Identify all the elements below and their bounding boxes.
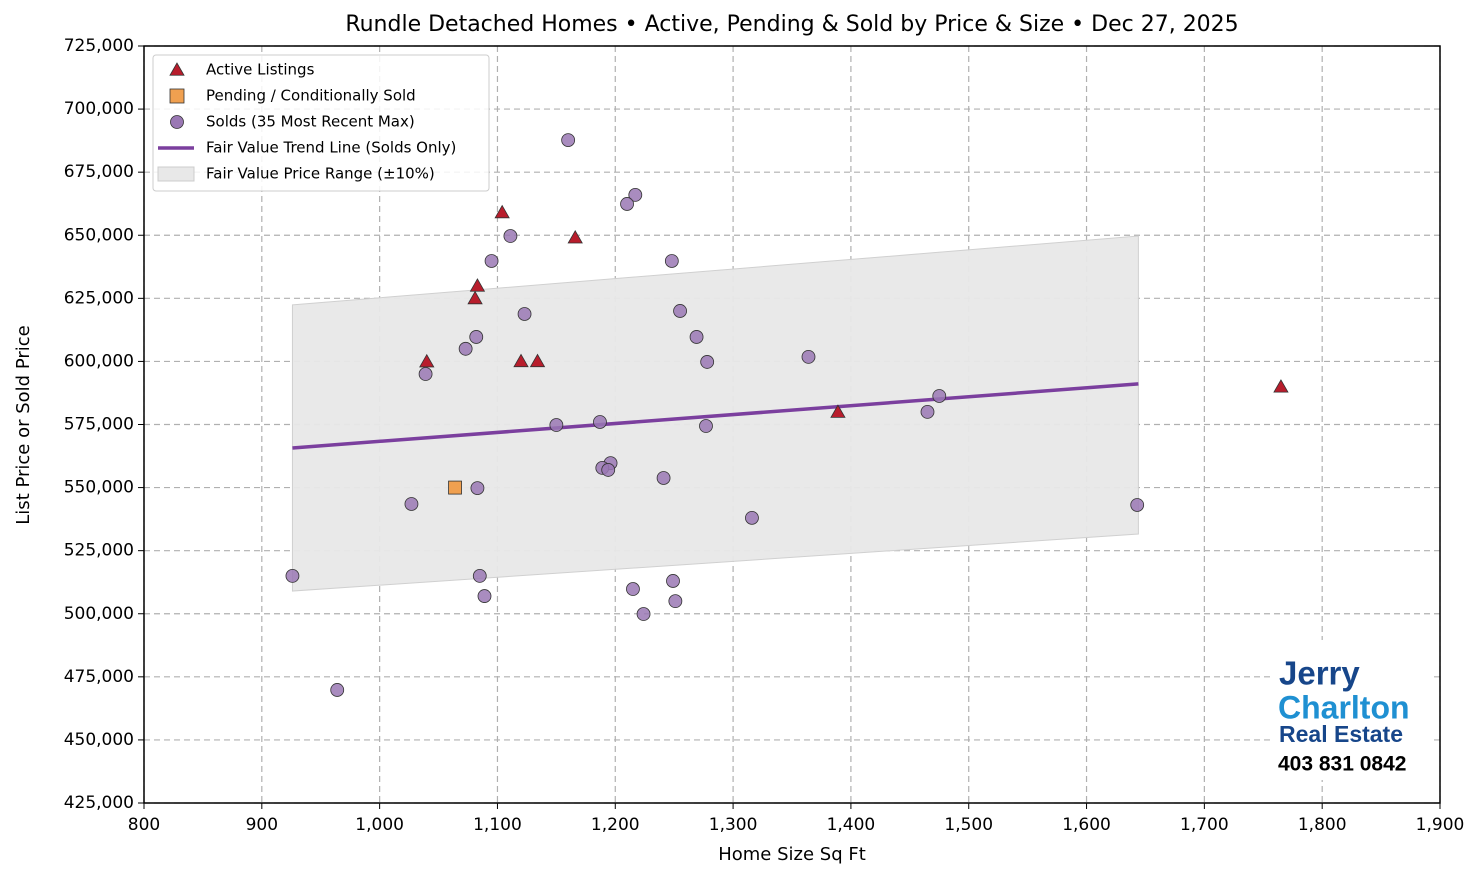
legend-icon: [157, 166, 195, 182]
legend-icon: [170, 115, 184, 129]
sold-point: [668, 594, 683, 609]
sold-point: [700, 355, 715, 369]
active-point: [513, 353, 529, 368]
sold-point: [472, 569, 487, 583]
fair-value-band: [291, 235, 1139, 592]
y-tick-label: 725,000: [64, 36, 134, 56]
y-tick-label: 500,000: [64, 604, 134, 624]
trend-line: [292, 382, 1139, 450]
y-tick-label: 450,000: [64, 730, 134, 750]
x-tick-label: 1,200: [591, 815, 640, 835]
sold-point: [469, 330, 484, 344]
active-point: [469, 278, 486, 292]
sold-point: [601, 463, 616, 477]
y-tick-label: 425,000: [64, 793, 134, 813]
sold-point: [636, 607, 651, 621]
y-tick-label: 525,000: [64, 541, 134, 561]
active-point: [830, 404, 846, 418]
sold-point: [666, 574, 680, 588]
chart-title: Rundle Detached Homes • Active, Pending …: [345, 12, 1238, 37]
sold-point: [699, 419, 713, 433]
y-tick-label: 625,000: [64, 288, 134, 308]
sold-point: [673, 304, 687, 318]
pending-point: [448, 480, 462, 495]
sold-point: [484, 254, 499, 268]
x-tick-label: 800: [128, 815, 160, 835]
sold-point: [330, 683, 345, 697]
legend-box: [152, 54, 490, 192]
active-point: [419, 353, 435, 368]
sold-point: [932, 389, 947, 403]
y-tick-label: 575,000: [64, 415, 134, 435]
active-point: [494, 204, 510, 219]
x-tick-label: 1,000: [355, 815, 404, 835]
active-point: [1273, 379, 1289, 393]
legend: Active Listings Pending / Conditionally S…: [152, 54, 490, 192]
y-tick-label: 650,000: [64, 225, 134, 245]
sold-point: [656, 471, 671, 485]
sold-point: [561, 133, 576, 148]
y-tick-label: 675,000: [64, 162, 134, 182]
logo-phone: 403 831 0842: [1278, 753, 1406, 776]
sold-point: [620, 197, 634, 211]
sold-point: [664, 254, 679, 268]
x-tick-label: 1,700: [1180, 815, 1229, 835]
legend-label: Solds (35 Most Recent Max): [206, 113, 415, 131]
sold-point: [689, 330, 704, 344]
legend-label: Fair Value Price Range (±10%): [206, 165, 435, 183]
y-tick-label: 475,000: [64, 667, 134, 687]
sold-point: [628, 187, 643, 202]
x-tick-label: 1,800: [1298, 815, 1347, 835]
logo-text: Charlton: [1278, 689, 1410, 725]
active-point: [529, 353, 546, 368]
legend-label: Fair Value Trend Line (Solds Only): [206, 139, 456, 157]
legend-icon: [169, 62, 185, 76]
sold-point: [745, 510, 759, 525]
legend-icon: [169, 88, 185, 104]
x-axis-label: Home Size Sq Ft: [718, 844, 866, 865]
sold-point: [593, 415, 607, 429]
x-tick-label: 1,300: [709, 815, 758, 835]
legend-label: Pending / Conditionally Sold: [206, 87, 416, 105]
plot-border: [143, 45, 1441, 804]
sold-point: [920, 404, 935, 419]
plot-area: 800 900 1,000 1,100 1,200 1,300 1,400 1,500 1,60…: [64, 36, 1465, 835]
logo-text: Jerry: [1279, 655, 1360, 692]
sold-point: [285, 569, 300, 583]
x-tick-label: 1,500: [944, 815, 993, 835]
logo-background: [1270, 640, 1432, 780]
sold-point: [503, 229, 518, 243]
active-point: [567, 229, 583, 244]
sold-point: [517, 307, 532, 321]
sold-point: [470, 481, 485, 495]
sold-point: [404, 497, 419, 511]
sold-point: [458, 341, 473, 356]
sold-point: [801, 349, 816, 364]
active-point: [467, 290, 483, 305]
sold-point: [1130, 498, 1145, 512]
y-tick-label: 550,000: [64, 478, 134, 498]
sold-point: [477, 589, 492, 603]
x-tick-label: 1,900: [1416, 815, 1465, 835]
x-tick-label: 1,100: [473, 815, 522, 835]
x-tick-label: 900: [246, 815, 278, 835]
x-tick-label: 1,600: [1062, 815, 1111, 835]
x-tick-label: 1,400: [827, 815, 876, 835]
sold-point: [418, 367, 433, 381]
y-axis-label: List Price or Sold Price: [13, 325, 34, 524]
y-tick-label: 700,000: [64, 99, 134, 119]
y-tick-label: 600,000: [64, 351, 134, 371]
logo-text: Real Estate: [1279, 721, 1403, 747]
sold-point: [549, 418, 564, 432]
sold-point: [626, 582, 640, 596]
legend-label: Active Listings: [206, 61, 315, 79]
